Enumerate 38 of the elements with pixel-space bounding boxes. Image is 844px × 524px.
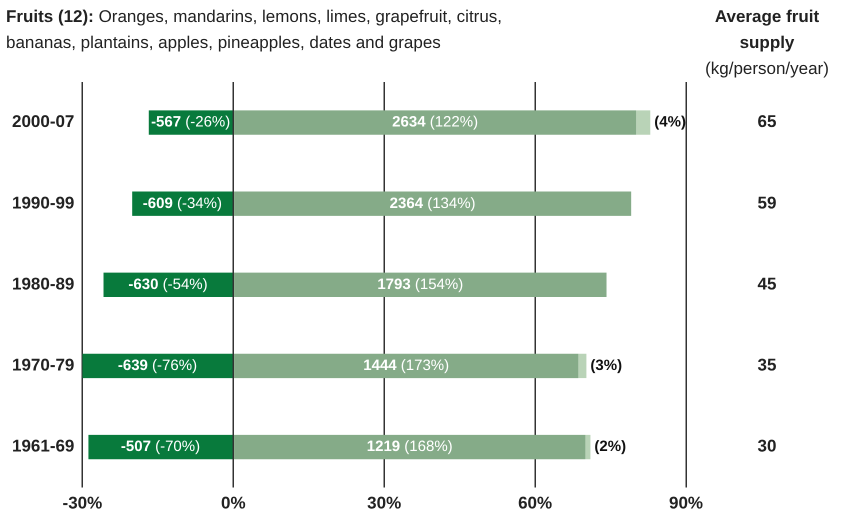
annotation: (3%) — [590, 357, 622, 374]
bar — [234, 354, 578, 378]
text: Average fruit supply (kg/person/year) — [704, 6, 830, 80]
annotation: 2634 (122%) — [392, 114, 478, 131]
annotation: 2364 (134%) — [390, 194, 476, 212]
annotation: (2%) — [594, 438, 626, 456]
y-tick-label: 1961-69 — [12, 436, 74, 456]
y-tick-label: 1970-79 — [12, 356, 74, 375]
y-tick-label: 1990-99 — [12, 193, 74, 212]
bar — [234, 434, 586, 460]
text: 35 — [758, 356, 776, 375]
annotation: 1444 (173%) — [363, 357, 450, 374]
annotation: -567 (-26%) — [151, 114, 230, 131]
bar — [578, 354, 586, 378]
annotation: (4%) — [654, 114, 686, 131]
bar — [234, 192, 632, 216]
annotation: -630 (-54%) — [128, 276, 208, 293]
text: 59 — [758, 193, 776, 212]
x-tick-label: 0% — [221, 493, 246, 512]
text: 65 — [758, 112, 776, 132]
annotation: -639 (-76%) — [118, 357, 198, 374]
bar — [636, 110, 650, 135]
x-tick-label: 90% — [668, 493, 704, 512]
annotation: -609 (-34%) — [142, 194, 222, 212]
bar — [234, 110, 636, 135]
y-tick-label: 2000-07 — [12, 112, 74, 132]
y-tick-label: 1980-89 — [12, 274, 74, 294]
annotation: -507 (-70%) — [120, 438, 200, 456]
bar — [234, 272, 607, 297]
annotation: 1793 (154%) — [377, 276, 464, 293]
text: 45 — [758, 274, 776, 294]
annotation: 1219 (168%) — [366, 438, 453, 456]
chart-title: Fruits (12): Oranges, mandarins, lemons, limes, grapefruit, citrus, bananas, plantains, apples, pineapples, dates and grapes — [6, 6, 504, 54]
x-tick-label: 60% — [518, 493, 552, 512]
x-tick-label: 30% — [367, 493, 402, 512]
text: 30 — [758, 436, 776, 456]
bar — [585, 434, 590, 460]
x-tick-label: -30% — [62, 493, 102, 512]
